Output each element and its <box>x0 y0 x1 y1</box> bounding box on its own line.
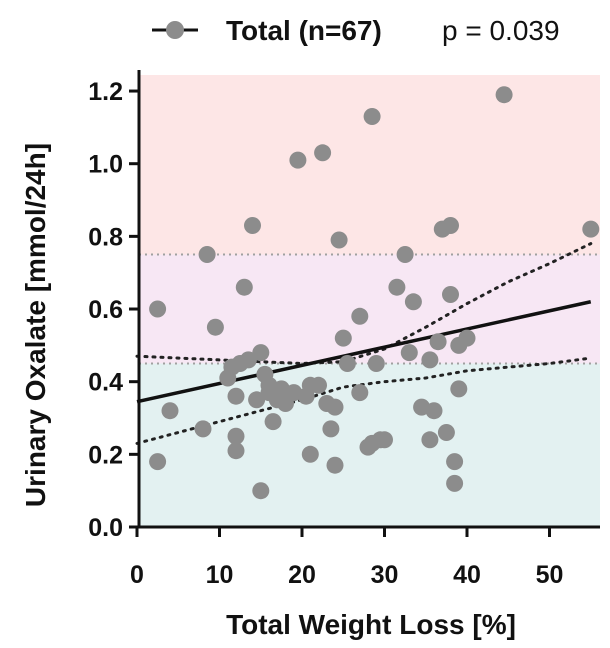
data-point-8 <box>227 387 245 405</box>
data-point-60 <box>442 217 459 234</box>
data-point-63 <box>450 380 468 398</box>
legend-p-value: p = 0.039 <box>442 15 560 46</box>
data-point-41 <box>351 384 369 402</box>
data-point-51 <box>404 293 422 311</box>
data-point-13 <box>239 351 257 369</box>
y-tick-label-2: 0.4 <box>88 369 123 397</box>
y-tick-label-0: 0.0 <box>88 514 123 542</box>
reference-bands <box>139 75 600 527</box>
data-point-2 <box>161 402 179 420</box>
data-point-62 <box>446 474 464 492</box>
data-point-47 <box>376 431 393 449</box>
data-point-53 <box>421 351 439 369</box>
confidence-interval <box>135 242 593 445</box>
legend: Total (n=67) p = 0.039 <box>152 15 560 46</box>
regression-line-group <box>136 300 592 404</box>
data-point-44 <box>363 108 381 125</box>
data-point-16 <box>252 344 270 362</box>
data-point-3 <box>194 420 212 438</box>
y-tick-label-4: 0.8 <box>88 223 123 251</box>
x-axis-title: Total Weight Loss [%] <box>226 609 516 640</box>
data-point-49 <box>396 246 414 263</box>
y-tick-label-6: 1.2 <box>88 78 123 106</box>
data-point-37 <box>330 231 348 249</box>
data-point-4 <box>198 246 216 263</box>
ci-upper-curve <box>135 242 593 366</box>
x-tick-label-1: 10 <box>206 561 234 589</box>
x-tick-label-3: 30 <box>371 561 399 589</box>
y-tick-label-3: 0.6 <box>88 296 123 324</box>
data-point-17 <box>252 482 270 500</box>
data-point-67 <box>582 220 600 238</box>
data-point-21 <box>264 413 282 431</box>
data-point-38 <box>334 329 352 347</box>
data-point-36 <box>326 456 344 474</box>
y-axis-title: Urinary Oxalate [mmol/24h] <box>20 143 51 507</box>
band-2 <box>139 75 600 255</box>
data-point-27 <box>289 151 307 169</box>
data-point-39 <box>338 355 356 372</box>
data-point-31 <box>310 376 327 394</box>
data-point-34 <box>322 420 340 438</box>
band-1 <box>139 254 600 364</box>
data-point-10 <box>227 442 245 460</box>
data-point-9 <box>227 427 245 445</box>
x-tick-label-4: 40 <box>453 561 481 589</box>
data-point-15 <box>248 391 266 409</box>
data-point-14 <box>244 217 261 234</box>
data-point-55 <box>425 402 443 420</box>
axes: 0.0 0.2 0.4 0.6 0.8 1.0 1.2 0 10 20 30 40 50 <box>88 70 600 589</box>
regression-line <box>136 300 592 404</box>
y-tick-label-1: 0.2 <box>88 441 123 469</box>
data-point-35 <box>326 398 344 416</box>
x-tick-label-0: 0 <box>130 561 144 589</box>
data-point-65 <box>458 329 476 347</box>
ci-lower-curve <box>135 356 593 445</box>
data-point-66 <box>495 86 513 104</box>
data-point-30 <box>301 445 319 463</box>
data-point-54 <box>421 431 439 449</box>
data-point-5 <box>206 318 224 336</box>
data-points <box>149 86 600 500</box>
legend-label: Total (n=67) <box>226 15 382 46</box>
x-tick-label-5: 50 <box>536 561 564 589</box>
reference-lines <box>139 253 600 365</box>
data-point-48 <box>388 278 406 296</box>
x-tick-label-2: 20 <box>288 561 316 589</box>
data-point-32 <box>314 144 332 162</box>
data-point-40 <box>351 307 369 325</box>
data-point-59 <box>442 286 459 303</box>
data-point-56 <box>429 333 447 351</box>
data-point-1 <box>149 453 167 471</box>
legend-marker <box>166 21 184 39</box>
data-point-61 <box>446 453 464 471</box>
data-point-0 <box>149 300 167 318</box>
data-point-58 <box>437 424 455 441</box>
data-point-45 <box>367 355 385 372</box>
y-tick-label-5: 1.0 <box>88 151 123 179</box>
data-point-12 <box>235 278 253 296</box>
data-point-50 <box>400 344 418 362</box>
